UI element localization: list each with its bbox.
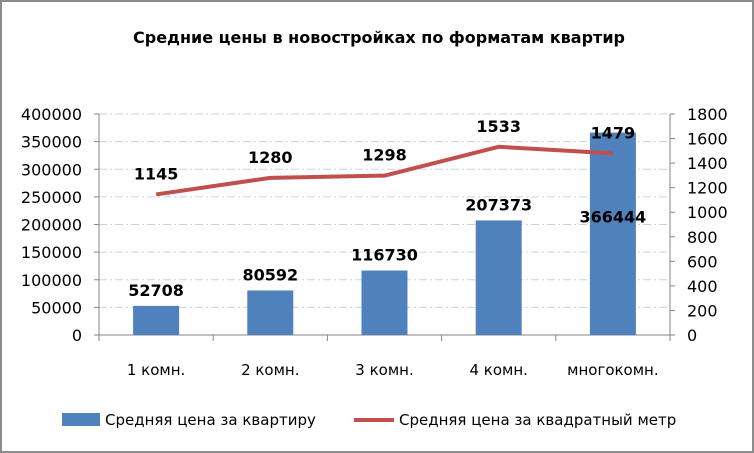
line-series [155,144,614,197]
line-data-label: 1479 [591,123,636,142]
bar-data-label: 80592 [242,265,298,284]
bar-data-label: 116730 [351,246,418,265]
left-axis-tick-label: 350000 [21,133,82,152]
x-axis-tick-label: 1 комн. [127,361,185,379]
bar [247,290,294,335]
right-axis-tick-label: 400 [687,277,718,296]
x-axis-tick-label: многокомн. [567,361,659,379]
bar [133,305,180,335]
legend-label-line: Средняя цена за квадратный метр [399,411,676,429]
line-data-label: 1145 [134,164,179,183]
left-axis-tick-label: 50000 [31,298,82,317]
right-axis-tick-label: 1200 [687,179,728,198]
left-axis-tick-label: 200000 [21,216,82,235]
left-axis-tick-label: 100000 [21,271,82,290]
line-data-label: 1533 [476,117,521,136]
bar [361,270,408,335]
axes: 0 50000 100000 150000 200000 250000 300000 3500… [21,105,728,379]
bar [475,220,522,335]
right-axis-tick-label: 1600 [687,130,728,149]
bar-series [133,132,636,335]
left-axis-tick-label: 400000 [21,105,82,124]
x-axis-tick-label: 3 комн. [355,361,413,379]
right-axis-tick-label: 1000 [687,203,728,222]
line-data-label: 1298 [362,146,407,165]
x-axis-tick-label: 4 комн. [469,361,527,379]
bar [589,132,636,335]
bar-data-label: 52708 [128,281,184,300]
left-axis-tick-label: 250000 [21,188,82,207]
left-axis-tick-label: 150000 [21,243,82,262]
legend-label-bar: Средняя цена за квартиру [105,411,316,429]
chart-title: Средние цены в новостройках по форматам … [133,28,625,47]
bar-data-label: 207373 [465,195,532,214]
right-axis-tick-label: 600 [687,252,718,271]
right-axis-tick-label: 0 [687,326,697,345]
line-data-label: 1280 [248,148,293,167]
right-axis-tick-label: 1400 [687,154,728,173]
legend-swatch-bar [62,413,100,426]
right-axis-tick-label: 1800 [687,105,728,124]
right-axis-tick-label: 800 [687,228,718,247]
left-axis-tick-label: 300000 [21,160,82,179]
legend: Средняя цена за квартиру Средняя цена за… [62,411,676,429]
data-labels: 52708 80592 116730 207373 366444 1145 1280 1298… [128,117,646,300]
gridlines [99,113,670,308]
right-axis-tick-label: 200 [687,301,718,320]
bar-data-label: 366444 [580,208,647,227]
x-axis-tick-label: 2 комн. [241,361,299,379]
left-axis-tick-label: 0 [72,326,82,345]
